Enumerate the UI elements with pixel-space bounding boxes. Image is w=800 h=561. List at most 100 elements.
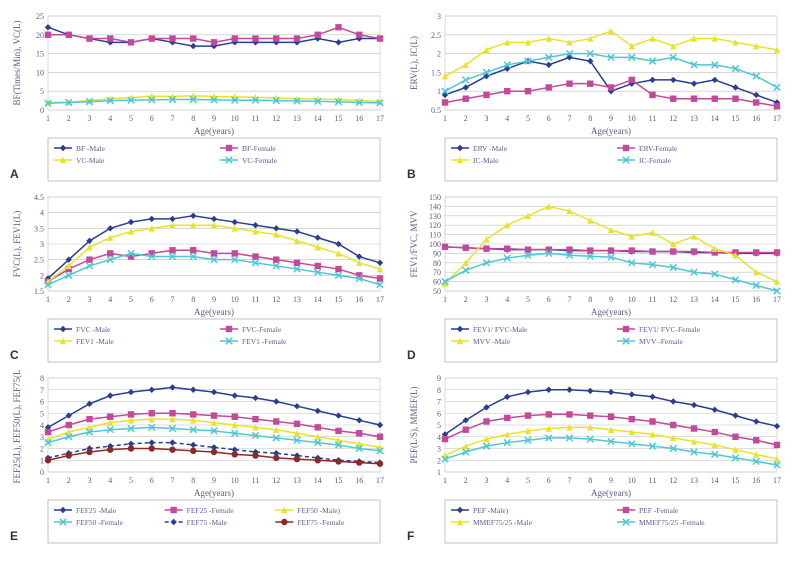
svg-text:3: 3: [40, 240, 44, 249]
svg-text:8: 8: [588, 476, 592, 485]
svg-text:3: 3: [88, 295, 92, 304]
svg-text:17: 17: [376, 114, 384, 123]
svg-text:2: 2: [437, 456, 441, 465]
svg-text:Age(years): Age(years): [194, 126, 234, 136]
svg-text:8: 8: [191, 476, 195, 485]
svg-text:5: 5: [526, 114, 530, 123]
svg-text:50: 50: [433, 287, 441, 296]
svg-text:2: 2: [67, 476, 71, 485]
svg-text:13: 13: [293, 476, 301, 485]
svg-text:2: 2: [67, 114, 71, 123]
svg-text:5: 5: [129, 476, 133, 485]
svg-text:VC-Female: VC-Female: [242, 156, 278, 165]
svg-text:VC-Male: VC-Male: [76, 156, 105, 165]
svg-text:11: 11: [252, 114, 260, 123]
svg-text:Age(years): Age(years): [591, 307, 631, 317]
svg-text:20: 20: [36, 31, 44, 40]
svg-text:13: 13: [690, 476, 698, 485]
svg-text:12: 12: [272, 114, 280, 123]
svg-text:6: 6: [150, 295, 154, 304]
svg-text:2.5: 2.5: [34, 256, 44, 265]
svg-text:6: 6: [547, 295, 551, 304]
svg-text:7: 7: [568, 114, 572, 123]
svg-text:Age(years): Age(years): [591, 488, 631, 498]
svg-text:12: 12: [669, 476, 677, 485]
svg-text:8: 8: [588, 114, 592, 123]
svg-text:FEF25(L), FEF50(L), FEF75(L): FEF25(L), FEF50(L), FEF75(L): [12, 370, 22, 484]
svg-text:17: 17: [376, 476, 384, 485]
svg-text:9: 9: [609, 295, 613, 304]
svg-text:6: 6: [437, 409, 441, 418]
panel-letter: B: [407, 167, 416, 181]
svg-text:IC-Female: IC-Female: [639, 156, 672, 165]
svg-text:3: 3: [437, 12, 441, 21]
svg-text:90: 90: [433, 249, 441, 258]
svg-text:14: 14: [314, 476, 322, 485]
svg-text:ERV -Male: ERV -Male: [473, 144, 508, 153]
svg-text:6: 6: [547, 114, 551, 123]
svg-text:1.5: 1.5: [431, 68, 441, 77]
svg-text:14: 14: [314, 114, 322, 123]
svg-text:16: 16: [752, 295, 760, 304]
svg-text:12: 12: [669, 114, 677, 123]
panel-C: C1.522.533.544.5123456789101112131415161…: [8, 189, 395, 364]
svg-text:25: 25: [36, 12, 44, 21]
svg-text:14: 14: [711, 476, 719, 485]
svg-text:15: 15: [732, 295, 740, 304]
svg-text:FEF25 -Female: FEF25 -Female: [187, 506, 235, 515]
svg-text:3: 3: [485, 295, 489, 304]
svg-text:ERV-Female: ERV-Female: [639, 144, 678, 153]
svg-text:MMEF75/25 -Male: MMEF75/25 -Male: [473, 518, 533, 527]
svg-text:5: 5: [526, 295, 530, 304]
panel-A: A05101520251234567891011121314151617Age(…: [8, 8, 395, 183]
svg-text:10: 10: [628, 295, 636, 304]
svg-text:1: 1: [443, 114, 447, 123]
svg-text:2: 2: [67, 295, 71, 304]
svg-text:140: 140: [429, 202, 441, 211]
svg-text:PEF -Female: PEF -Female: [639, 506, 679, 515]
svg-text:FVC(L), FEV1(L): FVC(L), FEV1(L): [12, 211, 22, 278]
svg-text:1: 1: [443, 295, 447, 304]
svg-text:15: 15: [732, 476, 740, 485]
svg-text:FEF25 -Male: FEF25 -Male: [76, 506, 117, 515]
svg-text:11: 11: [649, 114, 657, 123]
svg-text:13: 13: [690, 114, 698, 123]
svg-text:14: 14: [711, 114, 719, 123]
svg-text:9: 9: [212, 114, 216, 123]
svg-text:1.5: 1.5: [34, 287, 44, 296]
svg-text:14: 14: [711, 295, 719, 304]
svg-text:10: 10: [628, 476, 636, 485]
svg-text:1: 1: [46, 476, 50, 485]
panel-letter: F: [407, 529, 414, 543]
svg-text:PEF(L/S), MMEF(L): PEF(L/S), MMEF(L): [409, 386, 419, 463]
svg-text:4: 4: [505, 114, 509, 123]
svg-text:100: 100: [429, 240, 441, 249]
svg-text:17: 17: [773, 114, 781, 123]
svg-text:PEF -Male): PEF -Male): [473, 506, 509, 515]
panel-D: D506070809010011012013014015012345678910…: [405, 189, 792, 364]
svg-text:Age(years): Age(years): [591, 126, 631, 136]
svg-text:ERV(L), IC(L): ERV(L), IC(L): [409, 36, 419, 90]
svg-text:3: 3: [485, 476, 489, 485]
svg-text:15: 15: [36, 50, 44, 59]
panel-F: F1234567891234567891011121314151617Age(y…: [405, 370, 792, 545]
svg-text:7: 7: [40, 386, 44, 395]
svg-text:1: 1: [46, 295, 50, 304]
svg-text:9: 9: [609, 114, 613, 123]
svg-text:130: 130: [429, 212, 441, 221]
svg-text:FEV1 -Male: FEV1 -Male: [76, 337, 114, 346]
svg-text:8: 8: [588, 295, 592, 304]
svg-text:1: 1: [437, 87, 441, 96]
svg-text:5: 5: [129, 114, 133, 123]
svg-text:2: 2: [40, 445, 44, 454]
svg-text:BF(Times/Min), VC(L): BF(Times/Min), VC(L): [12, 20, 22, 105]
svg-text:10: 10: [628, 114, 636, 123]
svg-text:11: 11: [252, 295, 260, 304]
svg-text:16: 16: [752, 476, 760, 485]
svg-text:Age(years): Age(years): [194, 307, 234, 317]
svg-text:4: 4: [505, 295, 509, 304]
svg-text:14: 14: [314, 295, 322, 304]
svg-text:5: 5: [129, 295, 133, 304]
svg-text:4: 4: [108, 295, 112, 304]
svg-text:17: 17: [773, 295, 781, 304]
